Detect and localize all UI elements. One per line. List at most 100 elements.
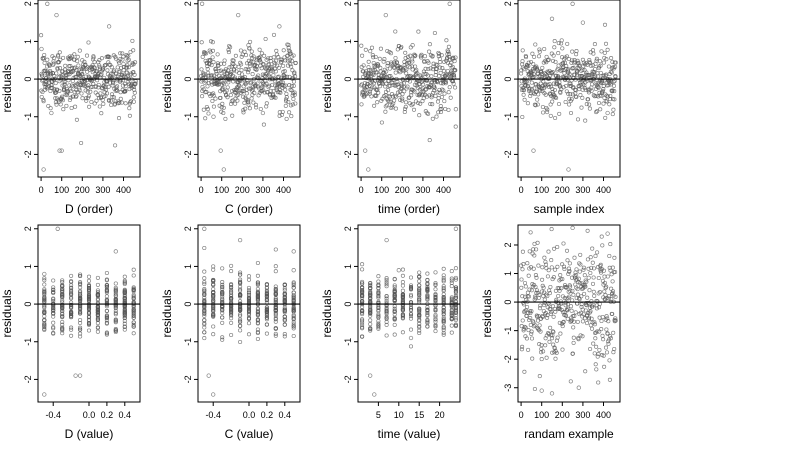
data-point bbox=[410, 59, 415, 64]
data-point bbox=[86, 315, 92, 320]
data-point bbox=[574, 267, 579, 272]
data-point bbox=[256, 55, 262, 60]
data-point bbox=[371, 60, 376, 66]
data-point bbox=[131, 320, 136, 325]
data-point bbox=[417, 292, 422, 298]
data-point bbox=[131, 286, 136, 291]
data-point bbox=[534, 64, 539, 69]
data-point bbox=[417, 309, 422, 314]
data-point bbox=[585, 257, 590, 262]
data-point bbox=[445, 60, 451, 66]
data-point bbox=[65, 91, 70, 96]
data-point bbox=[271, 32, 277, 37]
data-point-outlier bbox=[549, 16, 555, 21]
data-point bbox=[255, 327, 260, 332]
data-point bbox=[610, 265, 615, 270]
data-point-outlier bbox=[113, 249, 118, 254]
data-point bbox=[246, 274, 252, 279]
data-point bbox=[274, 58, 279, 63]
data-point bbox=[528, 59, 534, 65]
data-point bbox=[273, 305, 278, 310]
data-point bbox=[107, 55, 112, 60]
data-point bbox=[557, 286, 562, 291]
data-point bbox=[426, 60, 431, 65]
data-point bbox=[199, 40, 204, 45]
data-point bbox=[113, 319, 118, 324]
data-point bbox=[532, 54, 537, 59]
data-point bbox=[277, 90, 282, 95]
data-point bbox=[205, 107, 210, 112]
data-point bbox=[363, 47, 368, 52]
data-point bbox=[247, 106, 252, 111]
data-point bbox=[594, 306, 599, 311]
data-point bbox=[541, 110, 546, 115]
data-point bbox=[608, 336, 613, 341]
data-point bbox=[220, 266, 225, 271]
data-point bbox=[565, 316, 570, 321]
data-point bbox=[583, 284, 588, 289]
data-point bbox=[230, 98, 235, 103]
x-axis-label: D (order) bbox=[65, 202, 113, 216]
y-axis-label: residuals bbox=[320, 64, 334, 112]
data-point bbox=[273, 292, 278, 297]
data-point bbox=[606, 83, 611, 88]
data-point bbox=[606, 341, 611, 346]
data-point bbox=[221, 110, 226, 116]
data-point bbox=[417, 321, 422, 326]
data-point bbox=[264, 315, 269, 320]
plot-frame bbox=[357, 0, 461, 178]
data-point bbox=[537, 306, 543, 311]
data-point bbox=[583, 87, 588, 93]
data-point bbox=[611, 79, 616, 84]
data-point bbox=[78, 272, 83, 277]
data-point bbox=[523, 325, 528, 330]
data-point bbox=[273, 302, 278, 307]
data-point bbox=[277, 83, 283, 88]
data-point bbox=[360, 267, 365, 272]
data-point bbox=[246, 298, 252, 303]
data-point-outlier bbox=[291, 249, 296, 254]
data-point bbox=[591, 341, 596, 346]
data-point bbox=[130, 38, 135, 43]
data-point bbox=[438, 59, 443, 65]
data-point bbox=[404, 86, 409, 91]
data-point bbox=[441, 325, 446, 330]
data-point bbox=[417, 297, 422, 302]
data-point bbox=[427, 49, 432, 54]
data-point bbox=[444, 38, 449, 43]
data-point bbox=[612, 319, 617, 324]
data-point bbox=[42, 324, 47, 329]
data-point bbox=[523, 55, 529, 60]
data-point bbox=[132, 72, 137, 77]
data-point bbox=[261, 61, 266, 66]
data-point bbox=[206, 80, 211, 86]
data-point bbox=[576, 276, 581, 281]
data-point bbox=[360, 288, 365, 293]
data-point bbox=[439, 53, 444, 58]
data-point bbox=[211, 267, 216, 272]
data-point bbox=[401, 81, 407, 86]
data-point bbox=[531, 247, 536, 252]
data-point-outlier bbox=[531, 148, 536, 153]
data-point bbox=[610, 289, 616, 294]
data-point bbox=[520, 267, 525, 272]
data-point bbox=[560, 55, 565, 60]
data-point bbox=[392, 299, 397, 304]
data-point bbox=[229, 269, 234, 274]
data-point bbox=[282, 282, 287, 287]
data-point bbox=[72, 52, 77, 57]
data-point bbox=[280, 109, 285, 114]
data-point bbox=[131, 331, 136, 336]
data-point bbox=[42, 317, 47, 322]
data-point bbox=[41, 99, 46, 104]
data-point bbox=[202, 281, 207, 287]
data-point-outlier bbox=[236, 12, 241, 18]
data-point bbox=[558, 273, 563, 278]
data-point bbox=[448, 95, 453, 100]
data-point bbox=[95, 329, 100, 334]
y-tick-label: 1 bbox=[503, 39, 513, 44]
data-point bbox=[229, 287, 234, 292]
data-point bbox=[273, 333, 278, 338]
data-point bbox=[264, 282, 269, 287]
y-axis-label: residuals bbox=[0, 289, 14, 337]
